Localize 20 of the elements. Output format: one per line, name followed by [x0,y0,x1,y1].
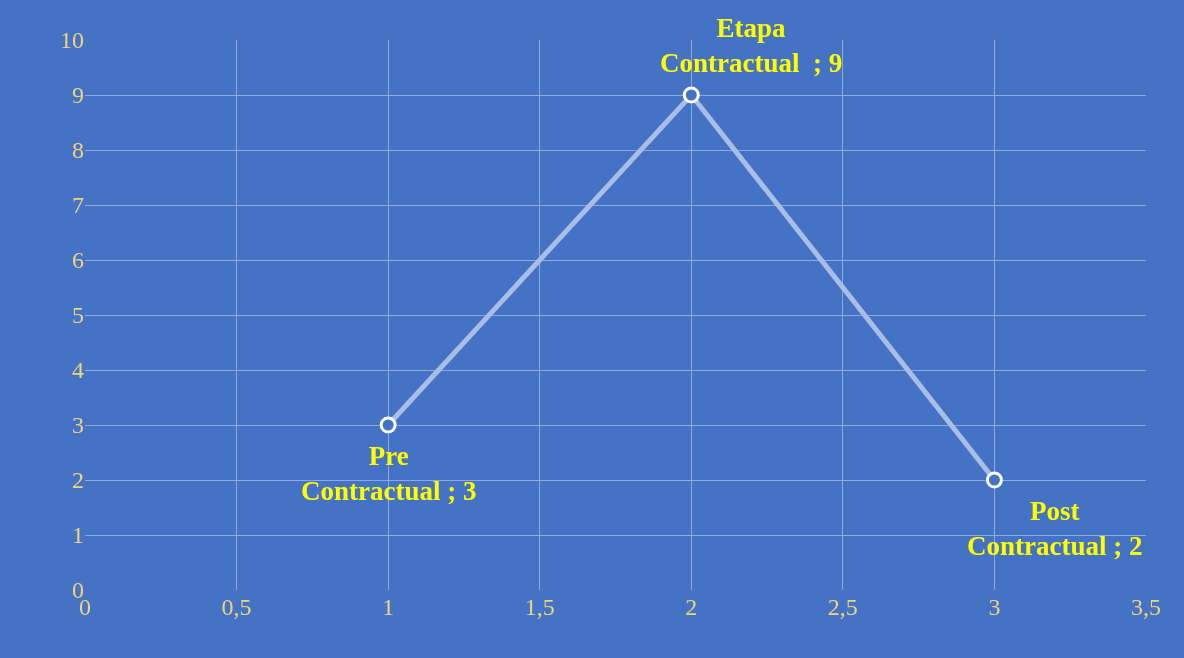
y-tick-label: 9 [72,82,84,109]
y-tick-label: 8 [72,137,84,164]
x-tick-label: 0,5 [221,594,252,620]
y-tick-label: 10 [60,27,84,54]
data-label: Pre Contractual ; 3 [301,441,477,507]
y-tick-label: 6 [72,247,84,274]
y-tick-label: 4 [72,357,84,384]
x-tick-label: 3 [988,594,1001,620]
data-label: Post Contractual ; 2 [967,496,1143,562]
x-tick-label: 1 [382,594,395,620]
x-tick-label: 2,5 [827,594,858,620]
y-tick-label: 3 [72,412,84,439]
x-tick-label: 1,5 [524,594,555,620]
y-tick-label: 1 [72,522,84,549]
x-tick-label: 2 [685,594,698,620]
data-label: Etapa Contractual ; 9 [660,13,843,79]
y-tick-label: 5 [72,302,84,329]
y-tick-label: 7 [72,192,84,219]
x-tick-label: 3,5 [1131,594,1161,620]
y-tick-label: 2 [72,467,84,494]
